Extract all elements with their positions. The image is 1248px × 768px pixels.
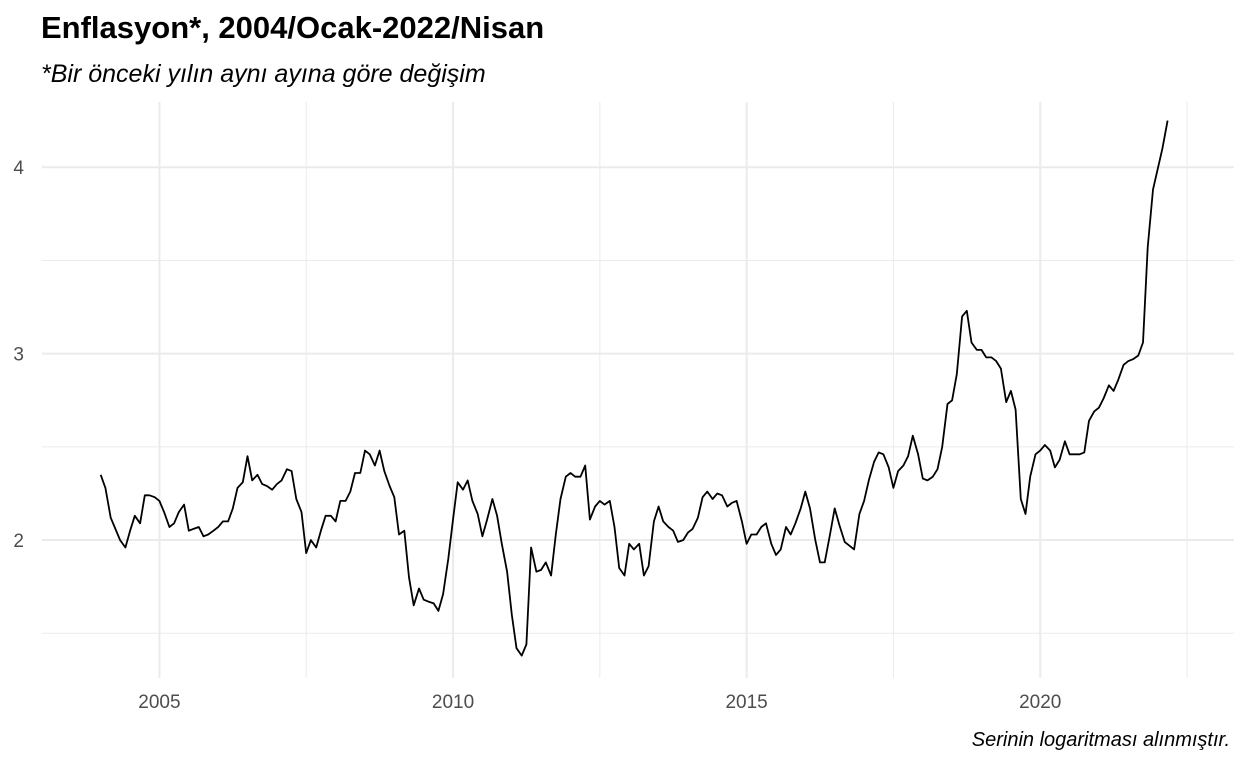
grid-layer: [42, 102, 1234, 678]
x-tick-label: 2010: [432, 692, 474, 713]
y-tick-label: 4: [13, 158, 24, 179]
x-tick-label: 2020: [1019, 692, 1061, 713]
chart-caption: Serinin logaritması alınmıştır.: [971, 729, 1230, 751]
chart-subtitle: *Bir önceki yılın aynı ayına göre değişi…: [41, 60, 486, 88]
x-tick-label: 2015: [725, 692, 767, 713]
tick-labels: 2005 2010 2015 2020 2 3 4: [13, 158, 1061, 713]
y-tick-label: 2: [13, 531, 24, 552]
x-tick-label: 2005: [138, 692, 180, 713]
chart-title: Enflasyon*, 2004/Ocak-2022/Nisan: [41, 10, 545, 45]
series-line-0: [99, 120, 1169, 657]
series-layer: [99, 120, 1169, 657]
y-tick-label: 3: [13, 345, 24, 366]
